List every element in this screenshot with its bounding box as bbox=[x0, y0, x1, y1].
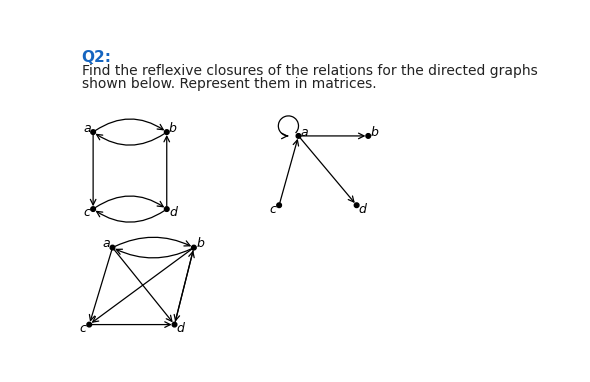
Text: b: b bbox=[169, 122, 177, 135]
Text: shown below. Represent them in matrices.: shown below. Represent them in matrices. bbox=[81, 77, 376, 91]
Text: c: c bbox=[84, 206, 90, 219]
Circle shape bbox=[165, 130, 169, 134]
Circle shape bbox=[296, 134, 301, 138]
Text: d: d bbox=[169, 206, 177, 219]
Circle shape bbox=[355, 203, 359, 207]
Text: c: c bbox=[270, 202, 276, 215]
Text: c: c bbox=[80, 322, 87, 335]
Text: b: b bbox=[371, 126, 378, 139]
Text: a: a bbox=[301, 126, 309, 139]
Text: Q2:: Q2: bbox=[81, 50, 112, 65]
Circle shape bbox=[277, 203, 281, 207]
Circle shape bbox=[172, 322, 177, 327]
Text: b: b bbox=[196, 237, 204, 250]
Text: a: a bbox=[103, 237, 110, 250]
Circle shape bbox=[192, 245, 196, 250]
Text: d: d bbox=[177, 322, 185, 335]
Circle shape bbox=[110, 245, 115, 250]
Text: d: d bbox=[359, 202, 367, 215]
Circle shape bbox=[165, 207, 169, 211]
Circle shape bbox=[366, 134, 371, 138]
Circle shape bbox=[87, 322, 91, 327]
Text: a: a bbox=[83, 122, 91, 135]
Circle shape bbox=[91, 130, 96, 134]
Text: Find the reflexive closures of the relations for the directed graphs: Find the reflexive closures of the relat… bbox=[81, 64, 537, 78]
Circle shape bbox=[91, 207, 96, 211]
